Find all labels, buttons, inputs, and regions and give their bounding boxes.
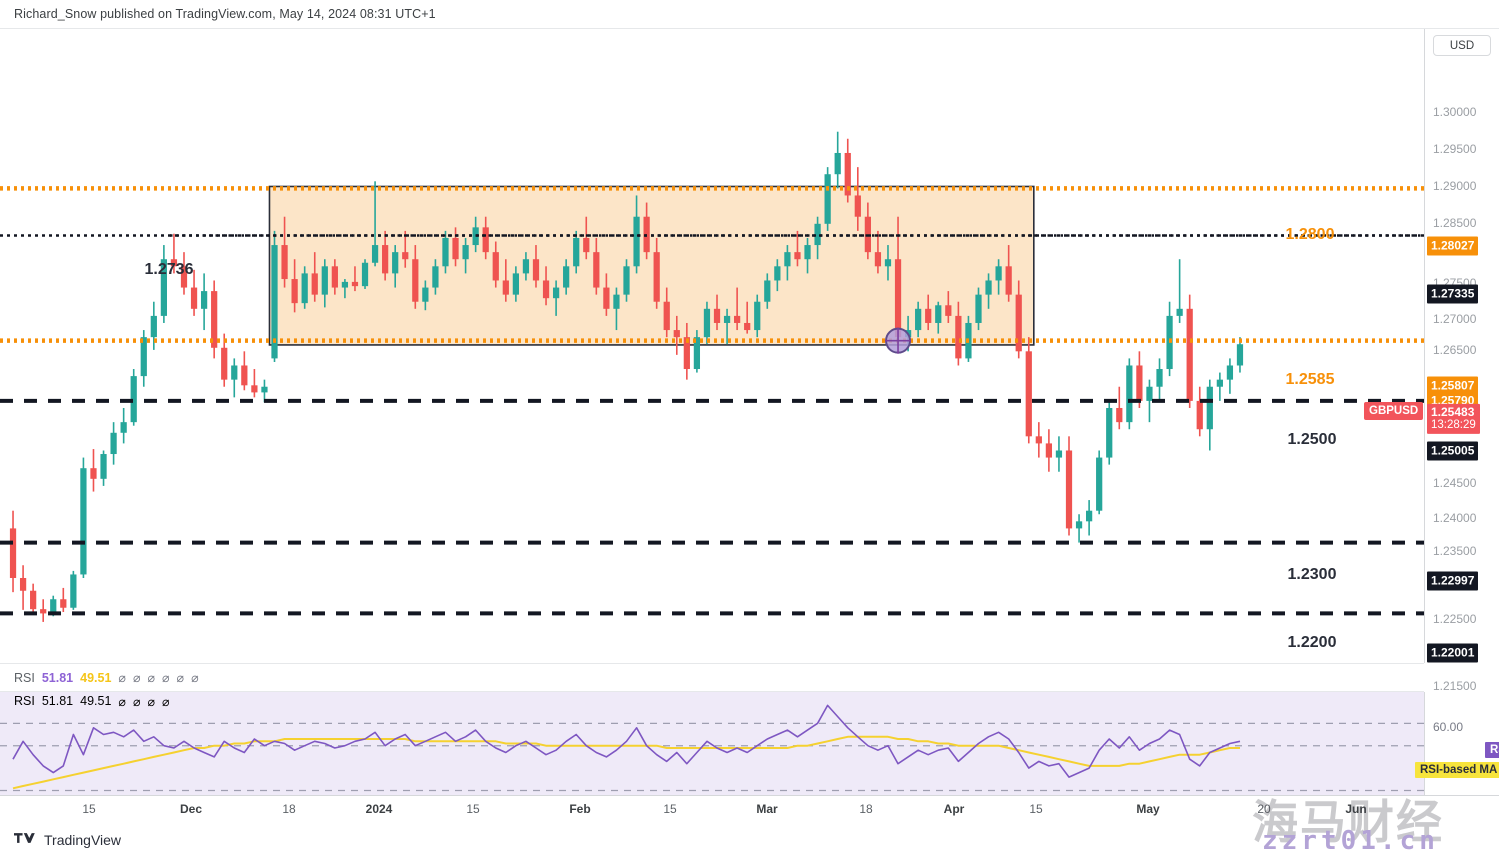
time-label-15: 15	[466, 802, 480, 816]
publish-attribution: Richard_Snow published on TradingView.co…	[14, 7, 436, 21]
rsi-tag-label: RSI	[1485, 742, 1499, 758]
level-label-12200: 1.2200	[1287, 634, 1337, 651]
level-22001-tag: 1.22001	[1427, 643, 1479, 663]
price-tick-1-27000: 1.27000	[1433, 312, 1477, 326]
time-axis[interactable]: 15 Dec 18 2024 15 Feb 15 Mar 18 Apr 15 May 20 Jun	[0, 795, 1499, 823]
tradingview-brand-label: TradingView	[44, 832, 122, 848]
time-label-2024: 2024	[365, 802, 393, 816]
rsi-ma-value-tag: RSI-based MA 49.51	[1415, 762, 1499, 778]
rsi-tick-60: 60.00	[1433, 720, 1464, 734]
level-label-12300: 1.2300	[1287, 566, 1337, 583]
price-tick-1-23500: 1.23500	[1433, 544, 1477, 558]
price-tick-1-24000: 1.24000	[1433, 511, 1477, 525]
candlestick-canvas	[0, 131, 1424, 622]
time-label-18: 18	[859, 802, 873, 816]
level-label-12800: 1.2800	[1285, 226, 1335, 243]
last-price-value: 1.25483	[1431, 404, 1475, 419]
last-price-tag: 1.25483 13:28:29	[1427, 403, 1480, 435]
level-22997-tag: 1.22997	[1427, 571, 1479, 591]
price-chart-plot[interactable]	[0, 29, 1424, 663]
rsi-legend-bar[interactable]: RSI 51.81 49.51 ⌀ ⌀ ⌀ ⌀ ⌀ ⌀	[0, 663, 1424, 692]
rsi-legend-empty-0: ⌀	[118, 671, 126, 685]
rsi-legend-ma-value: 49.51	[80, 670, 112, 685]
price-axis[interactable]: USD 1.30000 1.29500 1.29000 1.28500 1.27500 1…	[1424, 29, 1499, 693]
rsi-legend-empty-5: ⌀	[191, 671, 199, 685]
price-tick-1-28500: 1.28500	[1433, 216, 1477, 230]
time-label-15: 15	[82, 802, 96, 816]
rsi-legend-empty-4: ⌀	[176, 671, 185, 685]
rsi-value-tag: RSI 51.81	[1485, 742, 1499, 758]
level-label-12736: 1.2736	[144, 261, 194, 278]
time-label-May: May	[1136, 802, 1160, 816]
price-tick-1-29500: 1.29500	[1433, 142, 1477, 156]
rsi-legend-empty-3: ⌀	[162, 671, 170, 685]
level-label-12585: 1.2585	[1285, 371, 1335, 388]
time-label-18: 18	[282, 802, 296, 816]
time-label-Feb: Feb	[569, 802, 591, 816]
resistance-2800-tag: 1.28027	[1427, 236, 1479, 256]
symbol-badge[interactable]: GBPUSD	[1364, 402, 1424, 420]
level-25005-tag: 1.25005	[1427, 441, 1479, 461]
footer-bar: TradingView	[0, 823, 1499, 857]
time-label-Mar: Mar	[756, 802, 778, 816]
last-price-time: 13:28:29	[1431, 418, 1476, 431]
time-label-Apr: Apr	[943, 802, 965, 816]
level-label-12500: 1.2500	[1287, 431, 1337, 448]
price-tick-1-22500: 1.22500	[1433, 612, 1477, 626]
tradingview-logo-icon	[14, 831, 36, 850]
time-label-Dec: Dec	[179, 802, 203, 816]
support-2585-tag: 1.25807	[1427, 376, 1479, 396]
time-label-Jun: Jun	[1345, 802, 1367, 816]
time-label-15: 15	[1029, 802, 1043, 816]
price-tick-1-29000: 1.29000	[1433, 179, 1477, 193]
rsi-price-axis[interactable]: 60.00 RSI 51.81 RSI-based MA 49.51	[1415, 692, 1499, 795]
price-tick-1-21500: 1.21500	[1433, 679, 1477, 693]
rsi-legend-empty-2: ⌀	[147, 671, 155, 685]
price-tick-1-30000: 1.30000	[1433, 105, 1477, 119]
price-tick-1-26500: 1.26500	[1433, 343, 1477, 357]
rsi-ma-tag-label: RSI-based MA	[1415, 762, 1499, 778]
level-27335-tag: 1.27335	[1427, 284, 1479, 304]
header-bar: Richard_Snow published on TradingView.co…	[0, 0, 1499, 29]
currency-chip[interactable]: USD	[1433, 35, 1491, 56]
rsi-legend-title: RSI	[14, 670, 35, 685]
rsi-legend-value: 51.81	[41, 670, 74, 685]
rsi-canvas	[0, 692, 1424, 795]
time-label-15: 15	[663, 802, 677, 816]
time-label-20: 20	[1257, 802, 1271, 816]
price-tick-1-24500: 1.24500	[1433, 476, 1477, 490]
rsi-legend-empty-1: ⌀	[132, 671, 141, 685]
rsi-indicator-panel[interactable]: RSI 51.81 49.51 ⌀ ⌀ ⌀ ⌀	[0, 692, 1424, 795]
